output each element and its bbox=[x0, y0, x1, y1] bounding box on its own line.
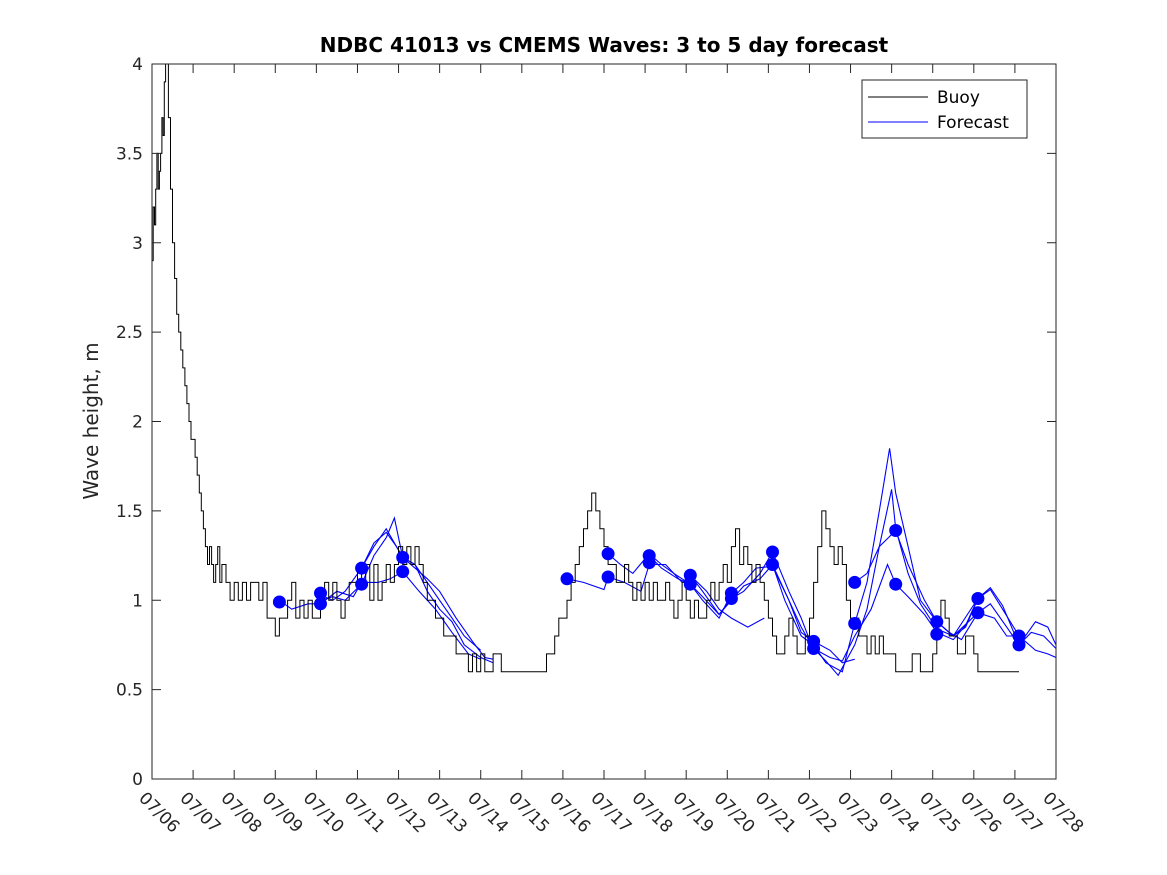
forecast-marker-25 bbox=[930, 615, 944, 629]
forecast-marker-3 bbox=[314, 597, 327, 611]
forecast-marker-24 bbox=[889, 577, 903, 591]
forecast-marker-8 bbox=[560, 572, 574, 586]
forecast-marker-1 bbox=[272, 595, 286, 609]
y-tick-label: 1.5 bbox=[116, 502, 143, 522]
y-tick-label: 0 bbox=[132, 770, 143, 790]
forecast-line-10 bbox=[813, 489, 1019, 677]
y-axis-label: Wave height, m bbox=[79, 342, 103, 499]
forecast-marker-30 bbox=[1012, 638, 1026, 652]
forecast-marker-29 bbox=[1012, 629, 1026, 643]
forecast-marker-18 bbox=[766, 558, 779, 571]
forecast-marker-22 bbox=[848, 617, 862, 630]
legend-forecast-label: Forecast bbox=[937, 113, 1009, 133]
legend: Buoy Forecast bbox=[861, 79, 1028, 139]
y-tick-label: 2 bbox=[132, 413, 143, 433]
y-ticks: 0 0.5 1 1.5 2 2.5 3 3.5 4 bbox=[116, 55, 1056, 790]
forecast-marker-28 bbox=[971, 606, 985, 620]
forecast-marker-10 bbox=[601, 570, 615, 584]
forecast-marker-5 bbox=[355, 577, 369, 591]
y-tick-label: 3.5 bbox=[116, 144, 143, 164]
forecast-marker-21 bbox=[848, 575, 862, 589]
chart-title: NDBC 41013 vs CMEMS Waves: 3 to 5 day fo… bbox=[320, 33, 889, 57]
forecast-line-5 bbox=[566, 563, 765, 628]
forecast-marker-6 bbox=[396, 550, 410, 564]
forecast-marker-20 bbox=[807, 642, 821, 655]
forecast-marker-17 bbox=[766, 545, 779, 559]
y-tick-label: 2.5 bbox=[116, 323, 143, 343]
forecast-line-7 bbox=[648, 555, 855, 664]
forecast-line-11 bbox=[854, 529, 1056, 659]
forecast-marker-23 bbox=[889, 524, 903, 537]
forecast-marker-2 bbox=[314, 586, 327, 600]
y-tick-label: 4 bbox=[132, 55, 143, 75]
y-tick-label: 1 bbox=[132, 591, 143, 611]
forecast-markers bbox=[272, 524, 1026, 655]
legend-buoy-label: Buoy bbox=[937, 88, 980, 108]
forecast-marker-7 bbox=[396, 565, 410, 579]
forecast-marker-4 bbox=[355, 561, 369, 575]
forecast-marker-12 bbox=[642, 556, 656, 570]
y-tick-label: 3 bbox=[132, 234, 143, 254]
forecast-marker-13 bbox=[683, 568, 697, 582]
forecast-marker-27 bbox=[971, 592, 985, 605]
legend-box bbox=[861, 79, 1028, 139]
forecast-marker-26 bbox=[930, 627, 944, 641]
forecast-marker-16 bbox=[724, 592, 738, 605]
y-tick-label: 0.5 bbox=[116, 681, 143, 701]
buoy-line bbox=[152, 64, 1019, 673]
forecast-marker-9 bbox=[601, 547, 615, 561]
forecast-line-6 bbox=[607, 550, 815, 651]
plot-area bbox=[152, 64, 1056, 779]
forecast-marker-14 bbox=[683, 577, 697, 591]
